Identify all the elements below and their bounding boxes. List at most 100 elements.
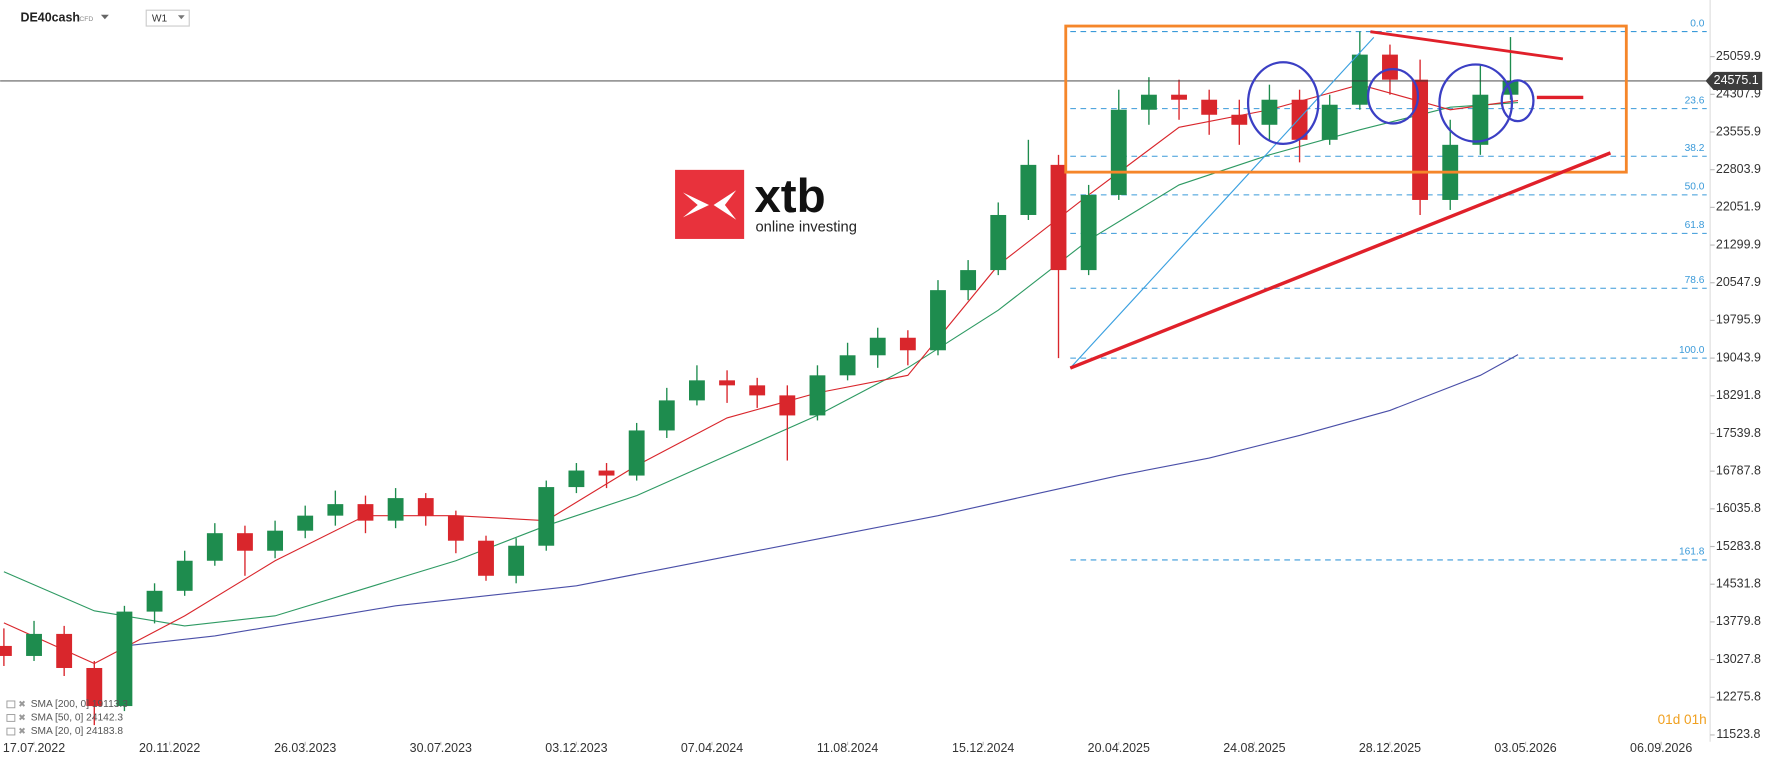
symbol-badge: CFD xyxy=(79,16,93,23)
y-tick-label: 21299.9 xyxy=(1716,237,1761,251)
x-tick-label: 11.08.2024 xyxy=(817,741,878,755)
candle-body xyxy=(357,504,374,521)
y-tick-label: 22051.9 xyxy=(1716,200,1761,214)
candle-body xyxy=(1080,194,1097,271)
pattern-circle xyxy=(1246,61,1320,145)
candle-body xyxy=(1382,54,1398,80)
candle-body xyxy=(237,533,253,551)
candle-body xyxy=(1140,94,1157,110)
timeframe: W1 xyxy=(152,13,168,24)
fib-label: 161.8 xyxy=(1679,547,1705,558)
candle-body xyxy=(1050,164,1067,271)
candle-body xyxy=(1321,104,1338,140)
candle-body xyxy=(1412,79,1429,200)
candle-body xyxy=(839,355,856,376)
y-tick-label: 25059.9 xyxy=(1716,49,1761,63)
timeframe-caret xyxy=(177,15,185,20)
candle-body xyxy=(1020,164,1037,215)
fib-trend-line xyxy=(1069,36,1375,369)
y-tick-label: 23555.9 xyxy=(1716,124,1761,138)
y-tick-label: 19043.9 xyxy=(1716,350,1761,364)
candle-body xyxy=(86,667,103,707)
candle-body xyxy=(869,337,886,356)
sma-line xyxy=(3,102,1519,627)
candle-body xyxy=(568,470,585,488)
candle-body xyxy=(899,337,916,351)
sma-line xyxy=(124,354,1519,647)
candle-body xyxy=(1291,99,1308,140)
y-tick-label: 12275.8 xyxy=(1716,690,1761,704)
candle-body xyxy=(538,487,555,546)
legend-label: SMA [50, 0] 24142.3 xyxy=(31,713,124,724)
y-tick-label: 11523.8 xyxy=(1716,727,1760,741)
pattern-circle xyxy=(1366,67,1420,125)
sma-line xyxy=(3,84,1519,665)
y-tick-label: 14531.8 xyxy=(1716,576,1761,590)
candle-body xyxy=(809,375,826,416)
candle-body xyxy=(1231,114,1248,125)
candles xyxy=(0,31,1519,726)
logo: xtb online investing xyxy=(675,169,857,239)
y-tick-label: 17539.8 xyxy=(1716,426,1761,440)
candle-body xyxy=(26,633,42,656)
y-tick-label: 22803.9 xyxy=(1716,162,1761,176)
candle-body xyxy=(990,214,1007,271)
y-tick-label: 16787.8 xyxy=(1716,463,1761,477)
x-tick-label: 24.08.2025 xyxy=(1223,741,1285,755)
logo-tagline: online investing xyxy=(755,220,856,236)
support-line xyxy=(1069,151,1612,370)
x-tick-label: 17.07.2022 xyxy=(3,741,65,755)
legend-icon xyxy=(6,714,16,722)
candle-body xyxy=(719,380,735,386)
y-tick-label: 16035.8 xyxy=(1716,501,1761,515)
candle-body xyxy=(598,470,615,476)
legend-icon xyxy=(6,727,16,736)
candle-body xyxy=(56,633,73,668)
candle-body xyxy=(116,611,133,707)
x-tick-label: 30.07.2023 xyxy=(410,741,472,755)
x-tick-label: 07.04.2024 xyxy=(681,741,743,755)
candle-body xyxy=(387,498,404,521)
candle-body xyxy=(508,545,525,576)
header: DE40cash CFD W1 xyxy=(21,9,190,27)
candle-body xyxy=(478,540,494,576)
candle-body xyxy=(1261,99,1278,125)
candle-body xyxy=(327,504,344,516)
x-tick-label: 03.05.2026 xyxy=(1494,741,1556,755)
symbol-dropdown[interactable] xyxy=(100,14,109,20)
legend-label: SMA [200, 0] 19113.3 xyxy=(31,699,129,710)
legend-close[interactable]: ✖ xyxy=(18,726,26,736)
logo-brand: xtb xyxy=(754,170,825,223)
fib-label: 23.6 xyxy=(1685,95,1705,106)
last-price-tag: 24575.1 xyxy=(1714,73,1759,87)
candle-body xyxy=(779,395,796,416)
x-tick-label: 26.03.2023 xyxy=(274,741,336,755)
last-price-tag-bg xyxy=(1705,71,1763,90)
candle-body xyxy=(960,270,977,291)
symbol: DE40cash xyxy=(21,10,80,24)
x-tick-label: 15.12.2024 xyxy=(952,741,1014,755)
y-tick-label: 15283.8 xyxy=(1716,539,1761,553)
candle-body xyxy=(267,530,284,551)
fib-label: 78.6 xyxy=(1685,275,1705,286)
fib-label: 100.0 xyxy=(1679,345,1705,356)
legend-close[interactable]: ✖ xyxy=(18,712,26,722)
y-tick-label: 24307.9 xyxy=(1716,87,1761,101)
candle-body xyxy=(146,590,163,612)
resistance-line xyxy=(1370,30,1564,61)
legend-icon xyxy=(6,700,16,709)
x-tick-label: 06.09.2026 xyxy=(1630,741,1692,755)
candle-body xyxy=(206,533,223,561)
pattern-circle xyxy=(1438,63,1514,143)
y-tick-label: 13027.8 xyxy=(1716,652,1761,666)
timeframe-select[interactable] xyxy=(145,9,190,27)
candle-body xyxy=(930,290,946,351)
candle-body xyxy=(749,385,766,396)
y-tick-label: 20547.9 xyxy=(1716,275,1761,289)
candle-body xyxy=(689,380,705,401)
candle-body xyxy=(658,400,675,431)
legend-close[interactable]: ✖ xyxy=(18,699,26,709)
candle-countdown: 01d 01h xyxy=(1658,712,1707,727)
